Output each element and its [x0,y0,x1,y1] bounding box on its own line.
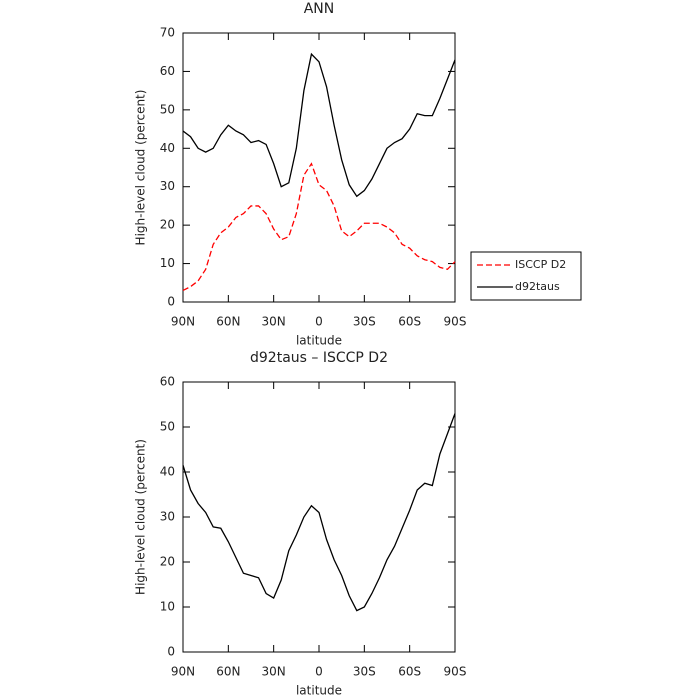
data-line [182,52,456,198]
x-tick-label: 30S [353,665,376,679]
x-tick-label: 90S [444,665,467,679]
x-tick-label: 90S [444,315,467,329]
x-tick-label: 60S [398,665,421,679]
y-tick-label: 20 [160,218,175,232]
y-tick-label: 30 [160,179,175,193]
x-tick-label: 30N [262,665,286,679]
y-tick-label: 10 [160,600,175,614]
y-tick-label: 20 [160,555,175,569]
x-axis-label: latitude [296,684,342,698]
y-tick-label: 40 [160,465,175,479]
y-tick-label: 0 [167,295,175,309]
y-tick-label: 50 [160,420,175,434]
x-tick-label: 60S [398,315,421,329]
x-tick-label: 60N [216,665,240,679]
y-tick-label: 40 [160,141,175,155]
x-tick-label: 60N [216,315,240,329]
chart-title: d92taus – ISCCP D2 [250,350,388,366]
x-tick-label: 90N [171,665,195,679]
x-tick-label: 90N [171,315,195,329]
x-tick-label: 0 [315,665,323,679]
y-tick-label: 70 [160,26,175,40]
x-axis-label: latitude [296,334,342,348]
chart-title: ANN [304,1,335,17]
data-line [182,162,456,292]
y-tick-label: 50 [160,102,175,116]
x-tick-label: 30N [262,315,286,329]
y-tick-label: 60 [160,375,175,389]
legend-label: ISCCP D2 [515,258,566,271]
y-tick-label: 30 [160,510,175,524]
x-tick-label: 30S [353,315,376,329]
y-tick-label: 0 [167,645,175,659]
data-line [182,413,456,612]
y-tick-label: 60 [160,64,175,78]
y-axis-label: High-level cloud (percent) [134,90,148,246]
x-tick-label: 0 [315,315,323,329]
legend-label: d92taus [515,280,560,293]
y-tick-label: 10 [160,256,175,270]
plot-frame [182,32,456,303]
y-axis-label: High-level cloud (percent) [134,439,148,595]
legend-box [470,251,582,301]
plot-frame [182,381,456,653]
